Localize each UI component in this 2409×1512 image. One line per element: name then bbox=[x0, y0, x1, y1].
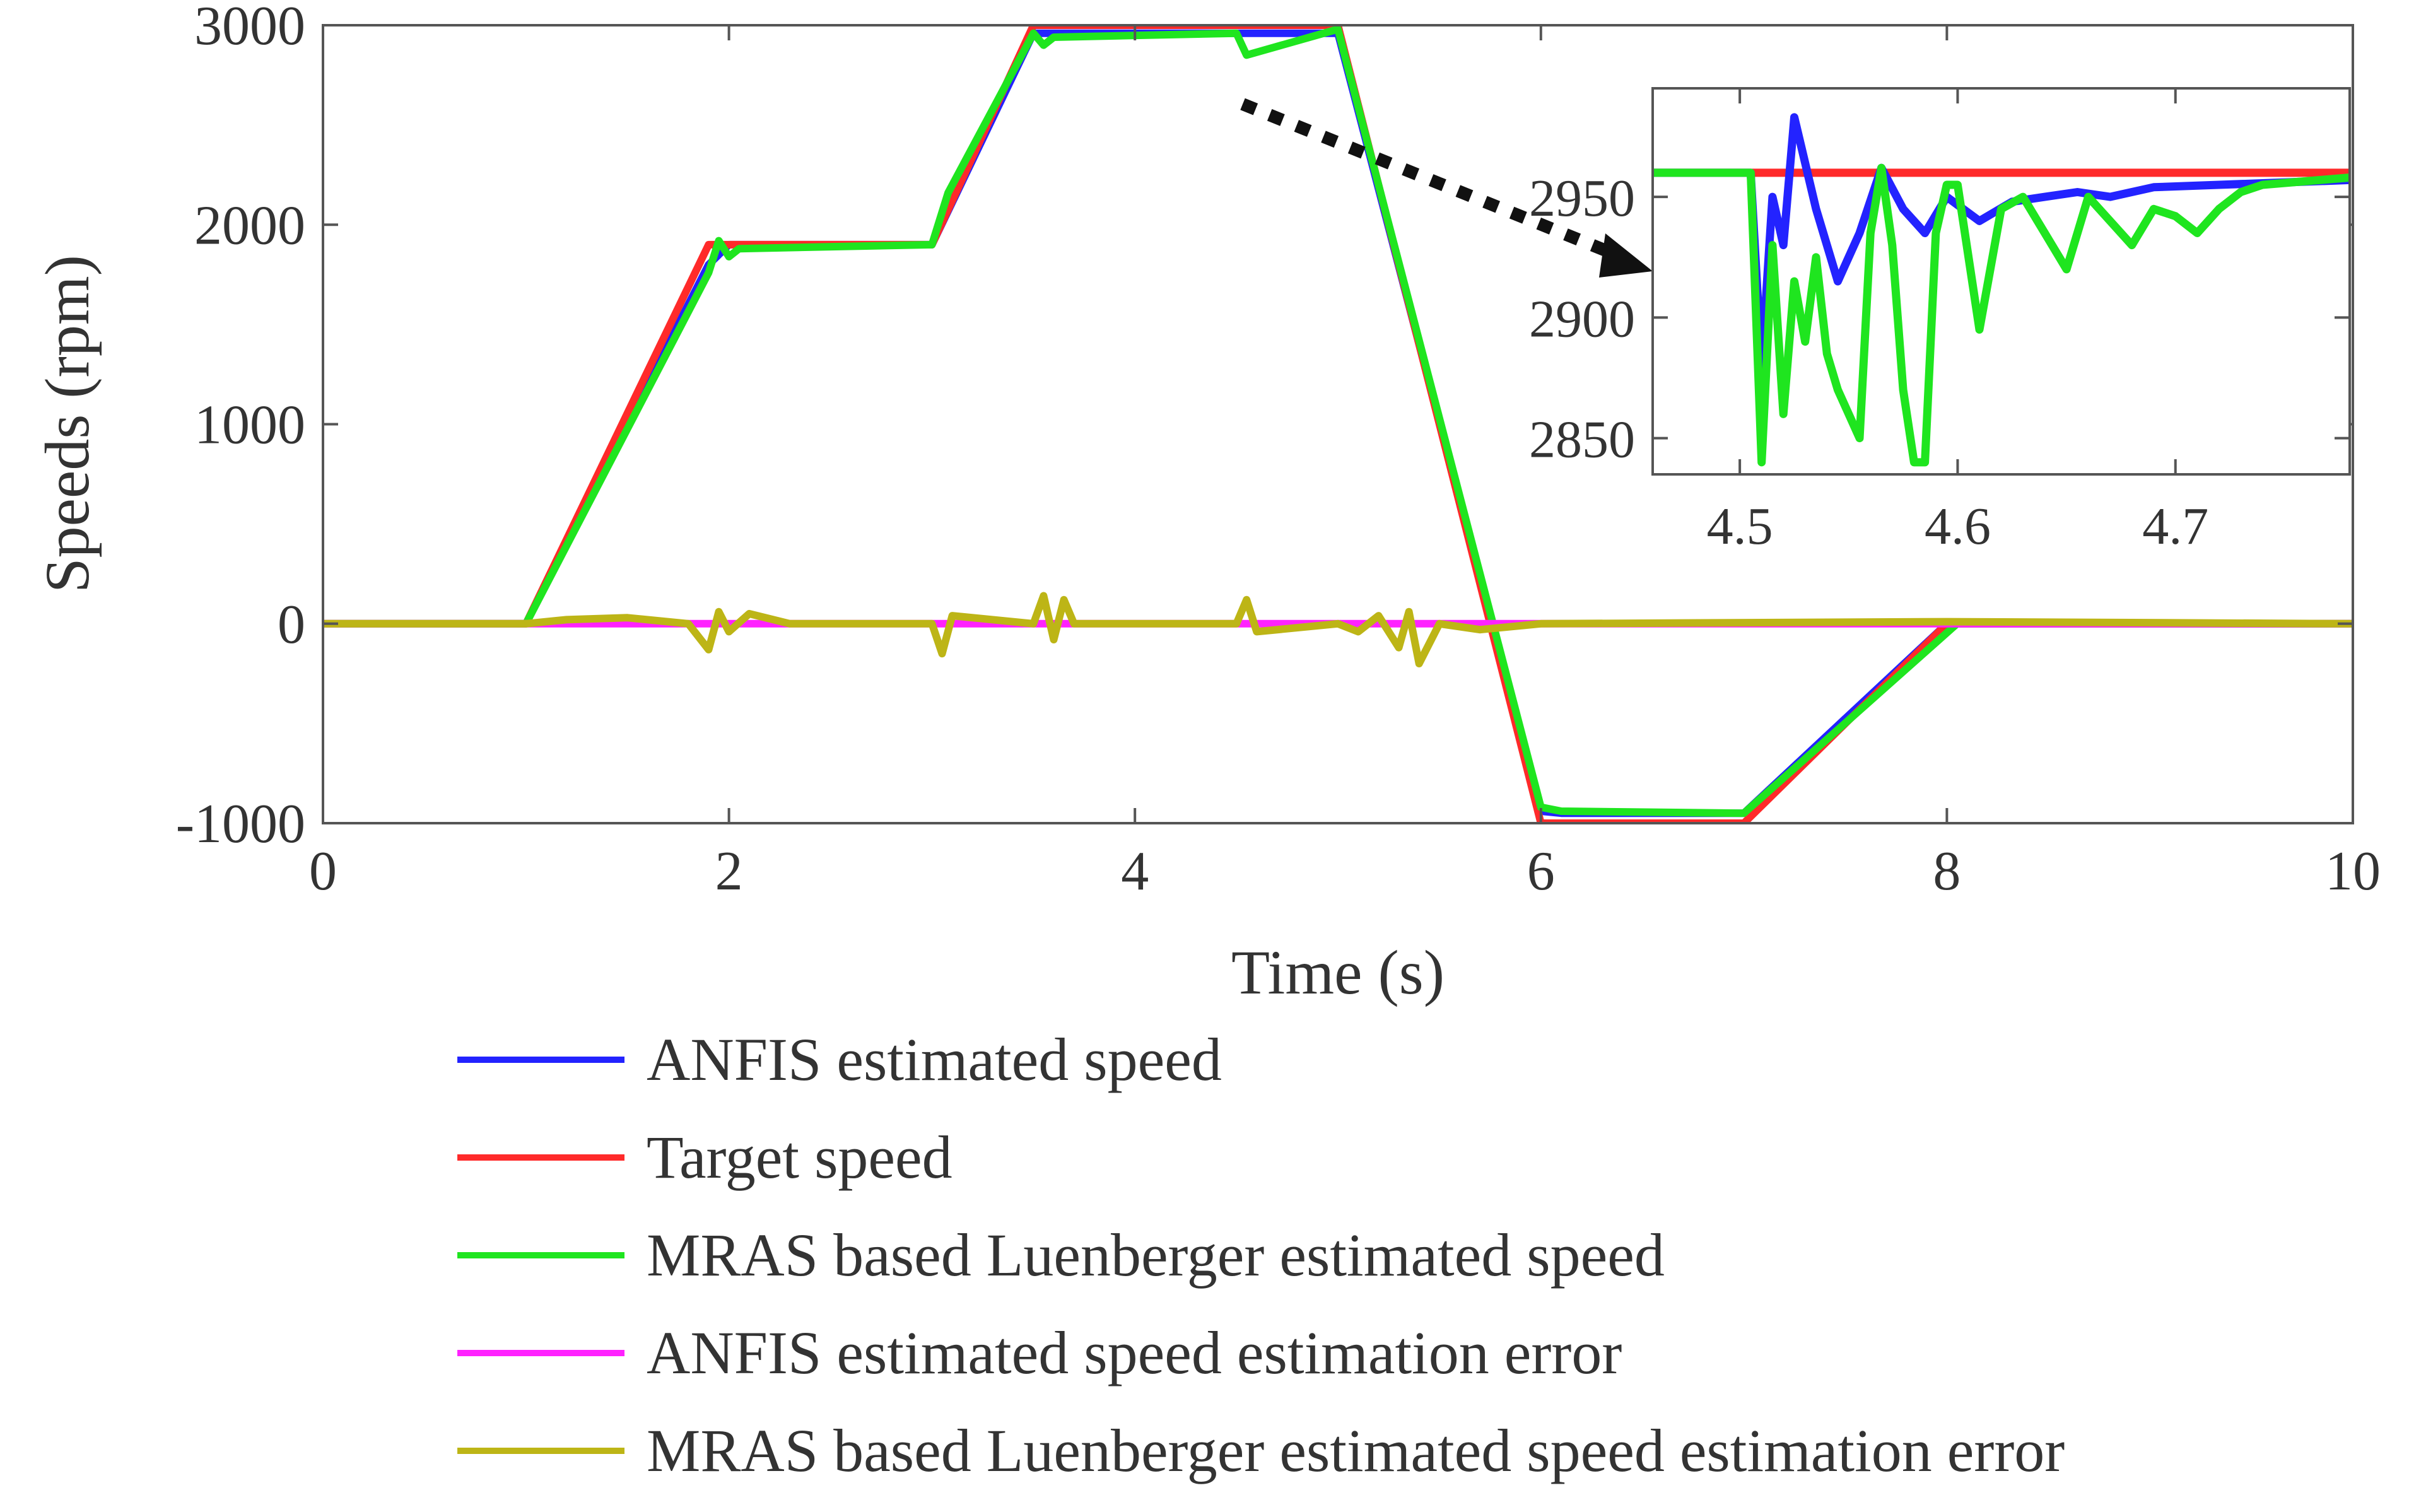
inset-y-tick-label: 2950 bbox=[1529, 169, 1635, 228]
inset-y-tick-label: 2850 bbox=[1529, 411, 1635, 469]
main-y-tick-label: 3000 bbox=[194, 0, 305, 57]
zoom-arrow-line bbox=[1240, 98, 1621, 262]
legend: ANFIS estimated speed Target speed MRAS ba… bbox=[457, 1026, 2065, 1484]
y-axis-label: Speeds (rpm) bbox=[32, 255, 102, 593]
inset-x-tick-label: 4.5 bbox=[1707, 497, 1773, 556]
main-x-tick-label: 6 bbox=[1527, 841, 1555, 902]
legend-label-mras-based-luenberger-estimated-speed-estimation-error: MRAS based Luenberger estimated speed es… bbox=[647, 1417, 2065, 1484]
main-y-tick-label: 1000 bbox=[194, 395, 305, 456]
inset-series-anfis-estimated-speed bbox=[1653, 113, 2350, 370]
legend-label-target-speed: Target speed bbox=[647, 1123, 952, 1191]
main-x-tick-label: 2 bbox=[715, 841, 743, 902]
x-axis-label: Time (s) bbox=[1231, 937, 1445, 1007]
main-x-tick-label: 8 bbox=[1933, 841, 1961, 902]
legend-label-mras-based-luenberger-estimated-speed: MRAS based Luenberger estimated speed bbox=[647, 1221, 1665, 1289]
main-x-tick-label: 10 bbox=[2325, 841, 2381, 902]
inset-x-tick-label: 4.7 bbox=[2142, 497, 2208, 556]
main-y-tick-label: 0 bbox=[278, 594, 305, 655]
main-series-mras-based-luenberger-estimated-speed bbox=[323, 25, 2353, 818]
main-y-tick-label: -1000 bbox=[176, 794, 305, 855]
legend-label-anfis-estimated-speed-estimation-error: ANFIS estimated speed estimation error bbox=[647, 1319, 1622, 1386]
main-y-tick-label: 2000 bbox=[194, 195, 305, 256]
inset-y-tick-label: 2900 bbox=[1529, 290, 1635, 348]
main-series-mras-based-luenberger-estimated-speed-estimation-error bbox=[323, 592, 2353, 667]
main-x-tick-label: 4 bbox=[1121, 841, 1149, 902]
inset-x-tick-label: 4.6 bbox=[1925, 497, 1991, 556]
inset-axes-group: 4.5 4.6 4.7 2850 2900 2950 bbox=[1529, 88, 2350, 556]
zoom-arrow-head bbox=[1599, 233, 1653, 278]
inset-series-mras-based-luenberger-estimated-speed bbox=[1653, 163, 2350, 467]
main-series-group bbox=[323, 25, 2353, 823]
inset-series-group bbox=[1653, 113, 2350, 467]
inset-frame bbox=[1651, 87, 2351, 476]
legend-label-anfis-estimated-speed: ANFIS estimated speed bbox=[647, 1026, 1222, 1093]
main-x-tick-label: 0 bbox=[309, 841, 337, 902]
